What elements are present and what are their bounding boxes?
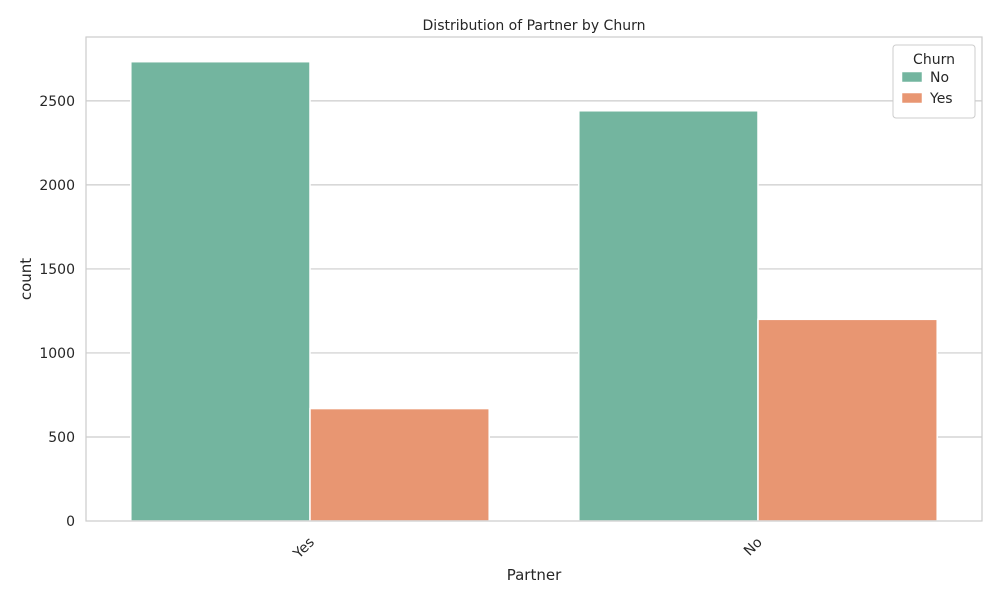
chart-title: Distribution of Partner by Churn [423, 18, 646, 34]
legend-label-no: No [930, 70, 949, 86]
y-tick-label: 500 [48, 430, 75, 446]
y-tick-label: 1000 [39, 346, 75, 362]
y-tick-label: 2000 [39, 178, 75, 194]
y-axis-label: count [17, 258, 35, 300]
y-tick-label: 1500 [39, 262, 75, 278]
legend-swatch-no [901, 71, 923, 83]
x-axis-label: Partner [507, 566, 562, 584]
legend: Churn No Yes [892, 44, 976, 119]
bar-no-yes [757, 318, 938, 522]
legend-label-yes: Yes [929, 91, 953, 107]
plot-frame [85, 36, 983, 522]
legend-title: Churn [913, 52, 955, 68]
bar-yes-no [130, 60, 311, 522]
bar-yes-yes [309, 407, 490, 522]
y-tick-labels: 0 500 1000 1500 2000 2500 [39, 94, 75, 530]
y-tick-label: 2500 [39, 94, 75, 110]
legend-items: No Yes [901, 70, 953, 107]
y-tick-label: 0 [66, 514, 75, 530]
x-tick-label-no: No [741, 535, 766, 560]
bar-no-no [578, 110, 759, 522]
legend-swatch-yes [901, 92, 923, 104]
x-tick-label-yes: Yes [290, 535, 318, 563]
x-tick-labels: Yes No [290, 535, 766, 563]
bars [130, 60, 938, 522]
